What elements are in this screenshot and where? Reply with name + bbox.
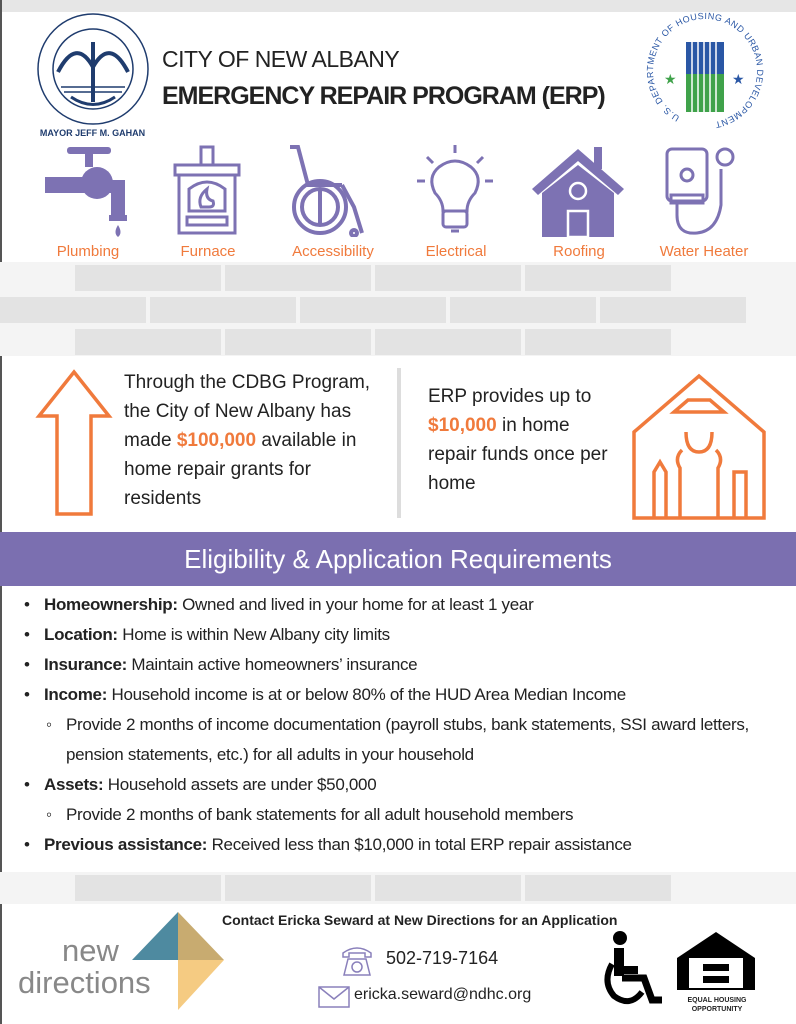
new-directions-logo-text: directions: [18, 965, 151, 1000]
top-bar: [0, 0, 796, 12]
divider: [397, 368, 401, 518]
brick: [525, 265, 671, 291]
new-directions-logo-text: new: [62, 933, 119, 968]
brick: [375, 265, 521, 291]
category-label: Plumbing: [56, 243, 120, 260]
hud-logo: ★ ★ U.S. DEPARTMENT OF HOUSING AND URBAN …: [645, 11, 765, 130]
title-city: CITY OF NEW ALBANY: [162, 46, 400, 72]
brick: [75, 265, 221, 291]
category-label: Furnace: [180, 243, 236, 260]
faucet-icon: [45, 147, 127, 237]
brick: [375, 329, 521, 355]
brick: [600, 297, 746, 323]
list-subitem: Provide 2 months of bank statements for …: [22, 800, 782, 830]
email-link[interactable]: ericka.seward@ndhc.org: [354, 986, 532, 1003]
brick: [525, 329, 671, 355]
category-label: Water Heater: [659, 243, 749, 260]
category-label: Accessibility: [292, 243, 374, 260]
brick: [525, 875, 671, 901]
erp-info-text: ERP provides up to $10,000 in home repai…: [428, 386, 608, 494]
wheelchair-icon: [290, 145, 364, 237]
list-item: Insurance: Maintain active homeowners’ i…: [22, 650, 782, 680]
equal-housing-text: EQUAL HOUSING OPPORTUNITY: [687, 997, 747, 1013]
city-seal-logo: [37, 13, 149, 125]
phone-icon: [342, 947, 372, 976]
equal-housing-logo: [677, 932, 755, 990]
brick: [150, 297, 296, 323]
brick: [225, 329, 371, 355]
category-label: Roofing: [553, 243, 605, 260]
brick: [225, 265, 371, 291]
brick: [75, 329, 221, 355]
brick: [75, 875, 221, 901]
stove-icon: [173, 145, 241, 235]
brick: [300, 297, 446, 323]
list-item: Previous assistance: Received less than …: [22, 830, 782, 860]
accessibility-icon: [604, 931, 662, 1005]
phone-number[interactable]: 502-719-7164: [386, 948, 499, 968]
list-item: Assets: Household assets are under $50,0…: [22, 770, 782, 800]
svg-text:★: ★: [732, 71, 745, 87]
contact-heading: Contact Ericka Seward at New Directions …: [222, 912, 618, 928]
category-label: Electrical: [425, 243, 487, 260]
water-heater-icon: [665, 147, 735, 235]
eligibility-header: Eligibility & Application Requirements: [0, 532, 796, 586]
lightbulb-icon: [417, 145, 493, 233]
list-item: Income: Household income is at or below …: [22, 680, 782, 710]
svg-text:★: ★: [664, 71, 677, 87]
list-subitem: Provide 2 months of income documentation…: [22, 710, 782, 770]
email-icon: [318, 986, 350, 1008]
list-item: Location: Home is within New Albany city…: [22, 620, 782, 650]
brick: [375, 875, 521, 901]
house-icon: [532, 147, 624, 237]
brick: [0, 297, 146, 323]
cdbg-info-text: Through the CDBG Program, the City of Ne…: [124, 372, 371, 509]
house-tools-icon: [632, 373, 766, 520]
new-directions-logo: [132, 912, 224, 1010]
brick-wall-decoration: [0, 262, 796, 356]
left-edge: [0, 0, 2, 1024]
page-title: EMERGENCY REPAIR PROGRAM (ERP): [162, 82, 606, 110]
brick-wall-decoration: [0, 872, 796, 904]
requirements-list: Homeownership: Owned and lived in your h…: [22, 590, 782, 860]
up-arrow-icon: [35, 369, 113, 516]
mayor-caption: MAYOR JEFF M. GAHAN: [39, 128, 146, 138]
list-item: Homeownership: Owned and lived in your h…: [22, 590, 782, 620]
brick: [225, 875, 371, 901]
brick: [450, 297, 596, 323]
